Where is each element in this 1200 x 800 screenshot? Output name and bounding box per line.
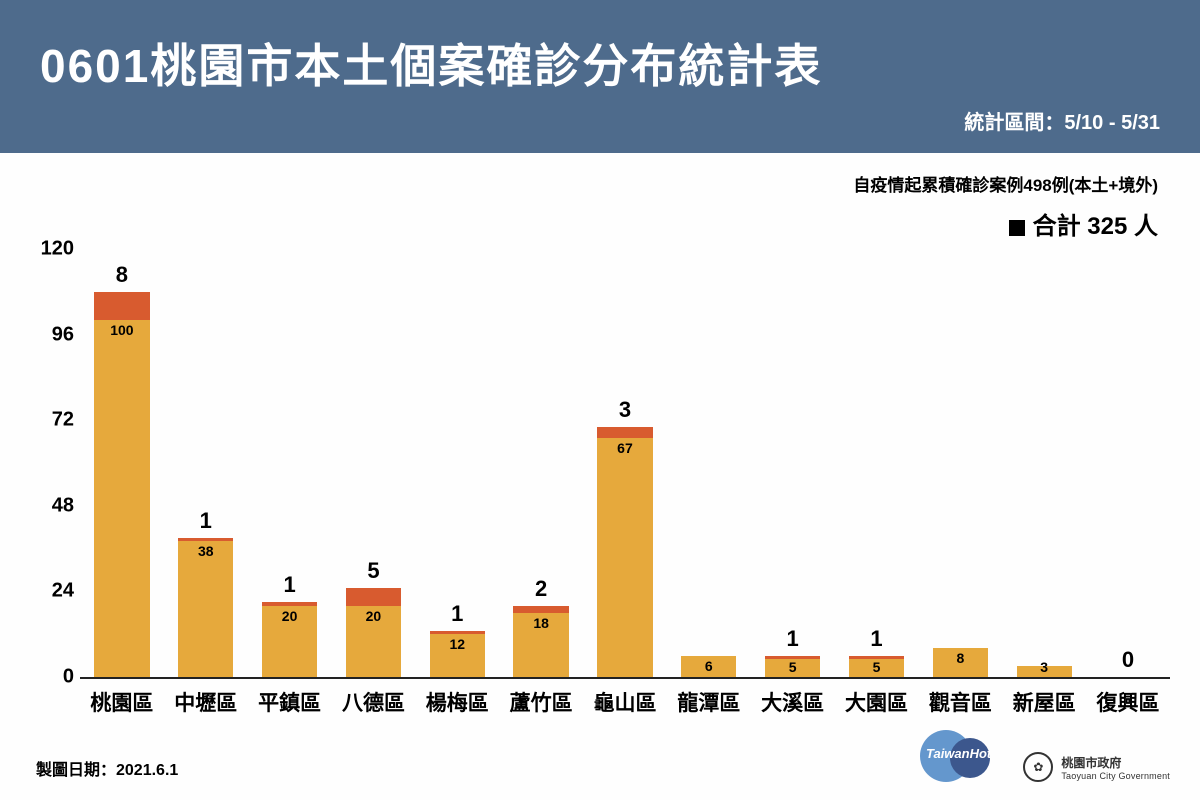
y-tick-label: 120 xyxy=(30,238,74,261)
bar: 3 xyxy=(1017,666,1072,677)
header: 0601桃園市本土個案確診分布統計表 統計區間：5/10 - 5/31 xyxy=(0,0,1200,153)
x-label: 龜山區 xyxy=(583,687,667,717)
bar-slot: 3 67 xyxy=(583,249,667,677)
bar-top-label: 3 xyxy=(619,397,631,423)
bar-segment-top xyxy=(597,427,652,438)
bar-top-label: 1 xyxy=(200,508,212,534)
footer-created-date: 製圖日期：2021.6.1 xyxy=(36,756,178,780)
bar-base-label: 3 xyxy=(1040,659,1048,675)
bar-base-label: 20 xyxy=(366,608,382,624)
bar-top-label: 5 xyxy=(367,558,379,584)
bar: 6 xyxy=(681,656,736,677)
x-label: 蘆竹區 xyxy=(499,687,583,717)
bar: 120 xyxy=(262,602,317,677)
bar-slot: 1 12 xyxy=(415,249,499,677)
y-tick-label: 0 xyxy=(30,666,74,689)
bars-container: 810013812052011221836761515830 xyxy=(80,249,1170,677)
bar: 8 xyxy=(933,648,988,677)
bar-slot: 15 xyxy=(751,249,835,677)
legend-swatch xyxy=(1009,220,1025,236)
bar-base-label: 6 xyxy=(705,658,713,674)
plot-area: 810013812052011221836761515830 024487296… xyxy=(80,249,1170,679)
bar-top-label: 1 xyxy=(283,572,295,598)
bar-slot: 3 xyxy=(1002,249,1086,677)
legend-label: 合計 325 人 xyxy=(1033,213,1158,240)
bar-segment-top xyxy=(94,292,149,321)
x-label: 觀音區 xyxy=(918,687,1002,717)
bar-slot: 5 20 xyxy=(332,249,416,677)
bar: 15 xyxy=(849,656,904,677)
bar-base-label: 5 xyxy=(873,659,881,675)
x-label: 龍潭區 xyxy=(667,687,751,717)
bar-top-label: 1 xyxy=(451,601,463,627)
x-label: 大園區 xyxy=(835,687,919,717)
bar-slot: 15 xyxy=(835,249,919,677)
bar: 8100 xyxy=(94,292,149,677)
bar-slot: 8 100 xyxy=(80,249,164,677)
x-label: 楊梅區 xyxy=(415,687,499,717)
bar-base-label: 8 xyxy=(956,650,964,666)
cumulative-note: 自疫情起累積確診案例498例(本土+境外) xyxy=(0,153,1200,200)
legend: 合計 325 人 xyxy=(0,200,1200,241)
bar: 112 xyxy=(430,631,485,677)
x-axis-labels: 桃園區中壢區平鎮區八德區楊梅區蘆竹區龜山區龍潭區大溪區大園區觀音區新屋區復興區 xyxy=(80,687,1170,717)
gov-name-en: Taoyuan City Government xyxy=(1061,771,1170,781)
y-tick-label: 48 xyxy=(30,494,74,517)
x-label: 新屋區 xyxy=(1002,687,1086,717)
bar-slot: 1 20 xyxy=(248,249,332,677)
bar: 15 xyxy=(765,656,820,677)
bar: 367 xyxy=(597,427,652,677)
gov-seal-icon: ✿ xyxy=(1023,752,1053,782)
x-label: 中壢區 xyxy=(164,687,248,717)
x-label: 大溪區 xyxy=(751,687,835,717)
gov-name: 桃園市政府 xyxy=(1061,754,1170,771)
bar-slot: 6 xyxy=(667,249,751,677)
bar-top-label: 1 xyxy=(787,626,799,652)
bar-base-label: 100 xyxy=(110,322,133,338)
page-title: 0601桃園市本土個案確診分布統計表 xyxy=(40,30,1160,96)
bar-segment-top xyxy=(513,606,568,613)
bar-segment-base xyxy=(178,541,233,677)
watermark-text: TaiwanHot xyxy=(926,746,991,761)
bar-segment-base xyxy=(94,320,149,677)
date-range: 統計區間：5/10 - 5/31 xyxy=(40,106,1160,135)
x-label: 平鎮區 xyxy=(248,687,332,717)
bar-top-label: 0 xyxy=(1122,647,1134,673)
bar-base-label: 67 xyxy=(617,440,633,456)
y-tick-label: 72 xyxy=(30,409,74,432)
bar-base-label: 12 xyxy=(449,636,465,652)
bar-slot: 0 xyxy=(1086,249,1170,677)
bar-base-label: 5 xyxy=(789,659,797,675)
bar: 218 xyxy=(513,606,568,677)
y-tick-label: 96 xyxy=(30,323,74,346)
gov-badge: ✿ 桃園市政府 Taoyuan City Government xyxy=(1023,752,1170,782)
bar: 138 xyxy=(178,538,233,677)
x-label: 八德區 xyxy=(332,687,416,717)
bar-top-label: 8 xyxy=(116,262,128,288)
bar-segment-base xyxy=(597,438,652,677)
x-label: 復興區 xyxy=(1086,687,1170,717)
bar-top-label: 1 xyxy=(870,626,882,652)
bar-base-label: 18 xyxy=(533,615,549,631)
x-label: 桃園區 xyxy=(80,687,164,717)
bar-slot: 8 xyxy=(918,249,1002,677)
bar: 520 xyxy=(346,588,401,677)
bar-segment-top xyxy=(346,588,401,606)
y-tick-label: 24 xyxy=(30,580,74,603)
bar-slot: 1 38 xyxy=(164,249,248,677)
chart: 810013812052011221836761515830 024487296… xyxy=(80,249,1170,717)
bar-base-label: 20 xyxy=(282,608,298,624)
bar-slot: 2 18 xyxy=(499,249,583,677)
bar-base-label: 38 xyxy=(198,543,214,559)
bar-top-label: 2 xyxy=(535,576,547,602)
